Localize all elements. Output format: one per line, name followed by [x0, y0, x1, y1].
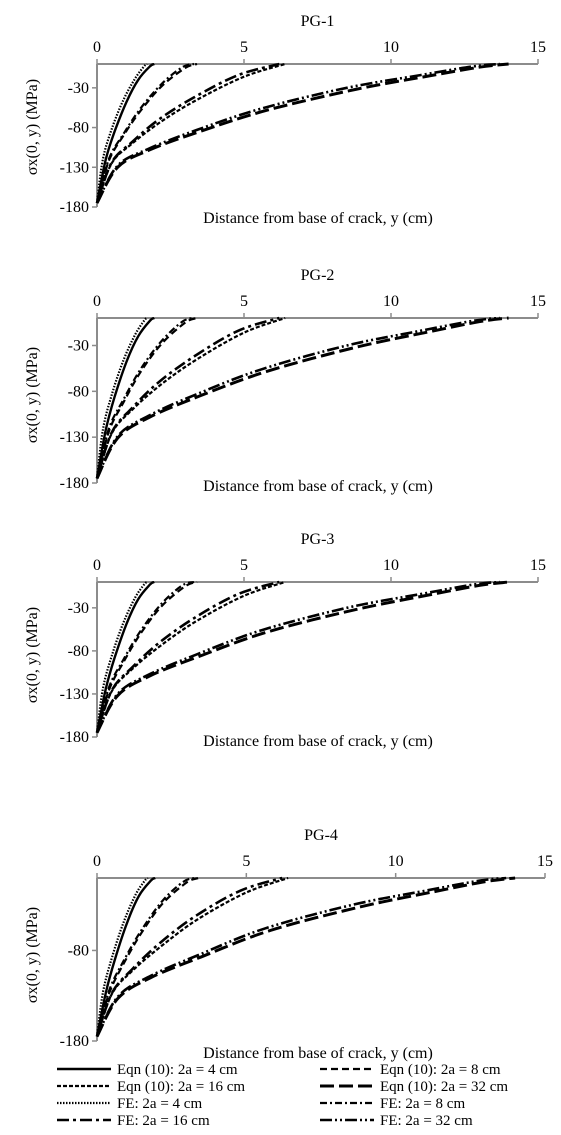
legend-label: FE: 2a = 32 cm [380, 1113, 473, 1129]
x-axis-label: Distance from base of crack, y (cm) [203, 733, 433, 750]
series-line-fe8 [95, 876, 196, 1037]
legend-label: Eqn (10): 2a = 16 cm [117, 1079, 245, 1095]
y-tick-label: -30 [68, 338, 89, 355]
series-line-eqn32 [95, 876, 516, 1038]
y-tick-label: -180 [60, 1033, 89, 1050]
x-tick-label: 0 [93, 557, 101, 574]
series-line-eqn32 [95, 62, 509, 204]
panel-title: PG-1 [301, 13, 335, 30]
x-axis-label: Distance from base of crack, y (cm) [203, 478, 433, 495]
y-tick-label: -130 [60, 159, 89, 176]
series-group [95, 876, 516, 1038]
series-line-eqn32 [95, 316, 509, 480]
legend-item-eqn4: Eqn (10): 2a = 4 cm [57, 1062, 238, 1078]
series-line-eqn8 [95, 580, 198, 734]
x-tick-label: 5 [240, 39, 248, 56]
chart-panel-pg-3: PG-3 0 5 10 15 -30 -80 -130 -180 σx(0, y) (MPa) Di… [24, 531, 546, 750]
series-line-eqn4 [95, 876, 156, 1037]
y-tick-label: -80 [68, 942, 89, 959]
series-line-fe32 [95, 316, 500, 479]
series-line-fe8 [95, 62, 195, 204]
y-tick-label: -80 [68, 383, 89, 400]
series-line-fe16 [95, 316, 280, 479]
x-tick-label: 15 [530, 39, 546, 56]
legend-item-fe4: FE: 2a = 4 cm [57, 1096, 202, 1112]
series-group [95, 62, 509, 204]
legend-item-fe16: FE: 2a = 16 cm [57, 1113, 210, 1129]
x-tick-label: 15 [530, 557, 546, 574]
legend-item-fe32: FE: 2a = 32 cm [320, 1113, 473, 1129]
x-axis-label: Distance from base of crack, y (cm) [203, 210, 433, 227]
x-tick-label: 10 [383, 39, 399, 56]
x-tick-label: 5 [240, 557, 248, 574]
series-line-fe8 [95, 580, 195, 733]
legend-label: Eqn (10): 2a = 32 cm [380, 1079, 508, 1095]
y-tick-label: -80 [68, 120, 89, 137]
y-tick-label: -180 [60, 475, 89, 492]
chart-panel-pg-2: PG-2 0 5 10 15 -30 -80 -130 -180 σx(0, y) (MPa) Di… [24, 267, 546, 495]
series-line-eqn8 [95, 876, 199, 1037]
legend: Eqn (10): 2a = 4 cm Eqn (10): 2a = 8 cmEq… [57, 1062, 508, 1129]
legend-label: FE: 2a = 16 cm [117, 1113, 210, 1129]
series-line-fe32 [95, 62, 500, 204]
series-line-eqn8 [95, 62, 198, 204]
legend-label: FE: 2a = 8 cm [380, 1096, 465, 1112]
y-tick-label: -180 [60, 729, 89, 746]
x-tick-label: 10 [383, 557, 399, 574]
series-line-eqn16 [95, 876, 289, 1037]
y-axis-label: σx(0, y) (MPa) [24, 79, 41, 175]
y-tick-label: -130 [60, 686, 89, 703]
series-line-fe32 [95, 876, 507, 1038]
series-line-eqn4 [95, 316, 155, 479]
x-tick-label: 0 [93, 39, 101, 56]
y-tick-label: -180 [60, 199, 89, 216]
legend-item-eqn32: Eqn (10): 2a = 32 cm [320, 1079, 508, 1095]
series-line-fe4 [95, 581, 148, 733]
series-line-eqn4 [95, 580, 155, 733]
x-tick-label: 15 [537, 853, 553, 870]
y-axis-label: σx(0, y) (MPa) [24, 607, 41, 703]
series-line-fe32 [95, 580, 500, 734]
y-axis-label: σx(0, y) (MPa) [24, 907, 41, 1003]
legend-label: FE: 2a = 4 cm [117, 1096, 202, 1112]
y-tick-label: -130 [60, 429, 89, 446]
series-line-eqn8 [95, 316, 198, 479]
chart-panels: PG-1 0 5 10 15 -30 -80 -130 -180 σx(0, y) (MPa) Di… [24, 13, 553, 1062]
legend-label: Eqn (10): 2a = 8 cm [380, 1062, 501, 1078]
series-line-fe16 [95, 876, 283, 1037]
series-line-eqn16 [95, 62, 286, 204]
panel-title: PG-4 [304, 827, 338, 844]
y-tick-label: -80 [68, 643, 89, 660]
y-axis-label: σx(0, y) (MPa) [24, 347, 41, 443]
series-group [95, 316, 509, 480]
legend-label: Eqn (10): 2a = 4 cm [117, 1062, 238, 1078]
legend-item-eqn8: Eqn (10): 2a = 8 cm [320, 1062, 501, 1078]
series-line-eqn4 [95, 62, 155, 204]
series-line-fe8 [95, 316, 195, 479]
y-tick-label: -30 [68, 80, 89, 97]
panel-title: PG-2 [301, 267, 335, 284]
y-tick-label: -30 [68, 600, 89, 617]
series-line-eqn16 [95, 580, 286, 734]
x-tick-label: 0 [93, 853, 101, 870]
panel-title: PG-3 [301, 531, 335, 548]
series-line-eqn32 [95, 580, 509, 734]
chart-panel-pg-1: PG-1 0 5 10 15 -30 -80 -130 -180 σx(0, y) (MPa) Di… [24, 13, 546, 227]
x-tick-label: 15 [530, 293, 546, 310]
x-axis-label: Distance from base of crack, y (cm) [203, 1045, 433, 1062]
chart-panel-pg-4: PG-4 0 5 10 15 -80 -180 σx(0, y) (MPa) Distance … [24, 827, 553, 1062]
legend-item-eqn16: Eqn (10): 2a = 16 cm [57, 1079, 245, 1095]
x-tick-label: 0 [93, 293, 101, 310]
x-tick-label: 10 [383, 293, 399, 310]
series-line-fe4 [95, 63, 148, 204]
x-tick-label: 5 [240, 293, 248, 310]
x-tick-label: 5 [242, 853, 250, 870]
series-group [95, 580, 509, 734]
series-line-fe4 [95, 317, 148, 479]
x-tick-label: 10 [388, 853, 404, 870]
legend-item-fe8: FE: 2a = 8 cm [320, 1096, 465, 1112]
